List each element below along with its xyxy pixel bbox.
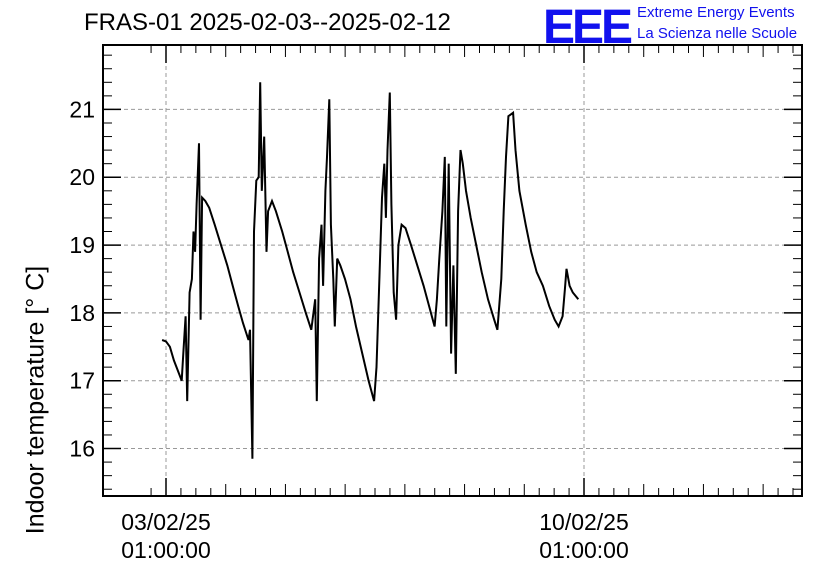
y-tick-labels: 16 17 18 19 20 21 [69, 96, 95, 461]
x-tick-label-time: 01:00:00 [121, 537, 211, 563]
logo-text-line1: Extreme Energy Events [637, 4, 795, 21]
y-tick-label: 16 [69, 436, 95, 462]
x-tick-label: 10/02/25 01:00:00 [539, 508, 629, 564]
y-tick-label: 18 [69, 300, 95, 326]
chart-series [161, 82, 580, 459]
plot-frame [102, 44, 803, 497]
chart-grid [103, 45, 802, 496]
y-axis-label: Indoor temperature [° C] [21, 265, 50, 535]
y-tick-label: 21 [69, 96, 95, 122]
y-tick-label: 20 [69, 164, 95, 190]
x-tick-label-date: 03/02/25 [121, 509, 211, 535]
logo-text-line2: La Scienza nelle Scuole [637, 25, 798, 42]
eee-logo-icon: EEE [543, 1, 633, 54]
x-tick-label-date: 10/02/25 [539, 509, 629, 535]
y-tick-label: 17 [69, 368, 95, 394]
series-line [161, 82, 580, 459]
x-tick-label: 03/02/25 01:00:00 [121, 508, 211, 564]
chart-title: FRAS-01 2025-02-03--2025-02-12 [84, 9, 451, 36]
y-tick-label: 19 [69, 232, 95, 258]
chart-major-ticks [103, 45, 802, 496]
x-tick-label-time: 01:00:00 [539, 537, 629, 563]
chart-minor-ticks [103, 45, 802, 496]
